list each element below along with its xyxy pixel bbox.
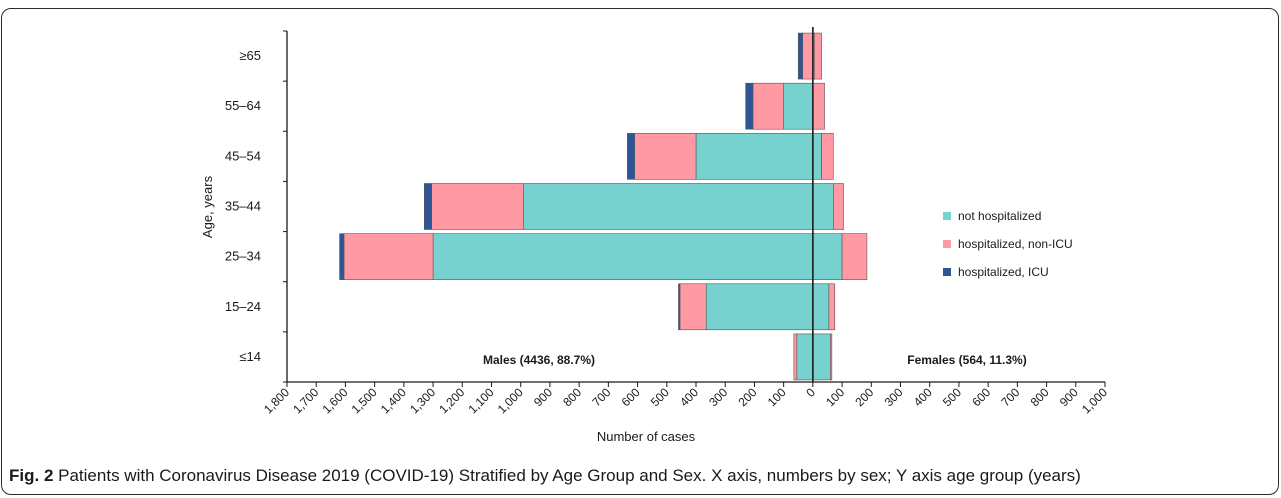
- bar-males-not-hospitalized-3: [695, 133, 814, 180]
- bars-layer: [339, 32, 868, 381]
- bar-males-not-hospitalized-2: [783, 82, 814, 130]
- males-total-label: Males (4436, 88.7%): [483, 353, 595, 367]
- bar-males-not-hospitalized-7: [796, 333, 814, 381]
- x-tick-label: 1,600: [319, 385, 350, 416]
- x-tick-label: 1,100: [465, 385, 496, 416]
- bar-males-hospitalized-non-icu-6: [679, 283, 707, 331]
- x-tick-label: 1,000: [495, 385, 526, 416]
- bar-females-hospitalized-non-icu-6: [828, 283, 836, 331]
- y-axis-title: Age, years: [200, 175, 215, 238]
- bar-males-not-hospitalized-6: [705, 283, 814, 331]
- bar-males-hospitalized-non-icu-4: [431, 183, 524, 230]
- figure-number: Fig. 2: [9, 466, 54, 485]
- bar-males-hospitalized-icu-2: [745, 82, 754, 130]
- y-tick-label: 35–44: [225, 199, 261, 214]
- x-tick-label: 600: [969, 385, 993, 409]
- x-tick-label: 1,500: [349, 385, 380, 416]
- x-tick-label: 900: [531, 385, 555, 409]
- x-tick-label: 1,700: [290, 385, 321, 416]
- bar-males-hospitalized-non-icu-5: [343, 233, 434, 280]
- x-tick-label: 1,800: [261, 385, 292, 416]
- x-axis-title: Number of cases: [597, 429, 696, 444]
- y-tick-label: ≤14: [239, 349, 261, 364]
- x-tick-label: 100: [765, 385, 789, 409]
- legend-swatch-hospitalized-icu: [943, 268, 951, 276]
- bar-females-not-hospitalized-7: [812, 333, 831, 381]
- figure-caption-text: Patients with Coronavirus Disease 2019 (…: [58, 466, 1081, 485]
- x-tick-label: 200: [852, 385, 876, 409]
- legend-swatch-not-hospitalized: [943, 212, 951, 220]
- x-tick-label: 700: [998, 385, 1022, 409]
- bar-males-hospitalized-non-icu-7: [793, 333, 798, 381]
- x-tick-label: 100: [823, 385, 847, 409]
- x-tick-label: 1,300: [407, 385, 438, 416]
- x-tick-label: 800: [1028, 385, 1052, 409]
- x-tick-label: 0: [803, 385, 818, 400]
- bar-males-hospitalized-icu-1: [797, 32, 803, 80]
- bar-males-hospitalized-icu-4: [424, 183, 432, 230]
- x-tick-label: 300: [706, 385, 730, 409]
- bar-females-not-hospitalized-5: [812, 233, 843, 280]
- bar-females-not-hospitalized-3: [812, 133, 822, 180]
- y-tick-label: 45–54: [225, 148, 261, 163]
- figure-frame: [1, 8, 1279, 495]
- bar-males-hospitalized-icu-6: [678, 283, 681, 331]
- bar-females-hospitalized-non-icu-7: [830, 333, 833, 381]
- x-tick-label: 500: [648, 385, 672, 409]
- y-tick-label: 25–34: [225, 249, 261, 264]
- bar-females-not-hospitalized-6: [812, 283, 830, 331]
- x-tick-label: 1,000: [1079, 385, 1110, 416]
- x-tick-label: 400: [677, 385, 701, 409]
- x-tick-label: 1,200: [436, 385, 467, 416]
- bar-males-hospitalized-icu-3: [627, 133, 635, 180]
- y-tick-label: 15–24: [225, 299, 261, 314]
- legend-label-not-hospitalized: not hospitalized: [958, 209, 1041, 223]
- x-tick-label: 600: [619, 385, 643, 409]
- bar-females-hospitalized-non-icu-2: [812, 82, 825, 130]
- x-tick-label: 900: [1057, 385, 1081, 409]
- females-total-label: Females (564, 11.3%): [907, 353, 1026, 367]
- legend-label-hospitalized-icu: hospitalized, ICU: [958, 265, 1049, 279]
- x-tick-label: 700: [589, 385, 613, 409]
- x-tick-label: 1,400: [378, 385, 409, 416]
- legend-label-hospitalized-non-icu: hospitalized, non-ICU: [958, 237, 1073, 251]
- bar-males-hospitalized-icu-5: [339, 233, 345, 280]
- x-tick-label: 800: [560, 385, 584, 409]
- bar-males-hospitalized-non-icu-3: [634, 133, 697, 180]
- x-tick-label: 500: [940, 385, 964, 409]
- bar-males-not-hospitalized-5: [432, 233, 814, 280]
- x-tick-label: 200: [735, 385, 759, 409]
- legend: not hospitalized hospitalized, non-ICU h…: [943, 209, 1073, 279]
- bar-females-not-hospitalized-4: [812, 183, 834, 230]
- figure-caption: Fig. 2 Patients with Coronavirus Disease…: [9, 466, 1081, 486]
- bar-males-not-hospitalized-4: [523, 183, 814, 230]
- y-tick-label: ≥65: [239, 48, 261, 63]
- bar-females-hospitalized-non-icu-3: [821, 133, 834, 180]
- x-tick-label: 400: [911, 385, 935, 409]
- bar-females-hospitalized-non-icu-1: [814, 32, 822, 80]
- legend-swatch-hospitalized-non-icu: [943, 240, 951, 248]
- bar-males-hospitalized-non-icu-2: [752, 82, 784, 130]
- bar-males-hospitalized-non-icu-1: [802, 32, 814, 80]
- x-tick-label: 300: [882, 385, 906, 409]
- bar-females-hospitalized-non-icu-5: [841, 233, 868, 280]
- bar-females-hospitalized-non-icu-4: [833, 183, 844, 230]
- y-tick-label: 55–64: [225, 98, 261, 113]
